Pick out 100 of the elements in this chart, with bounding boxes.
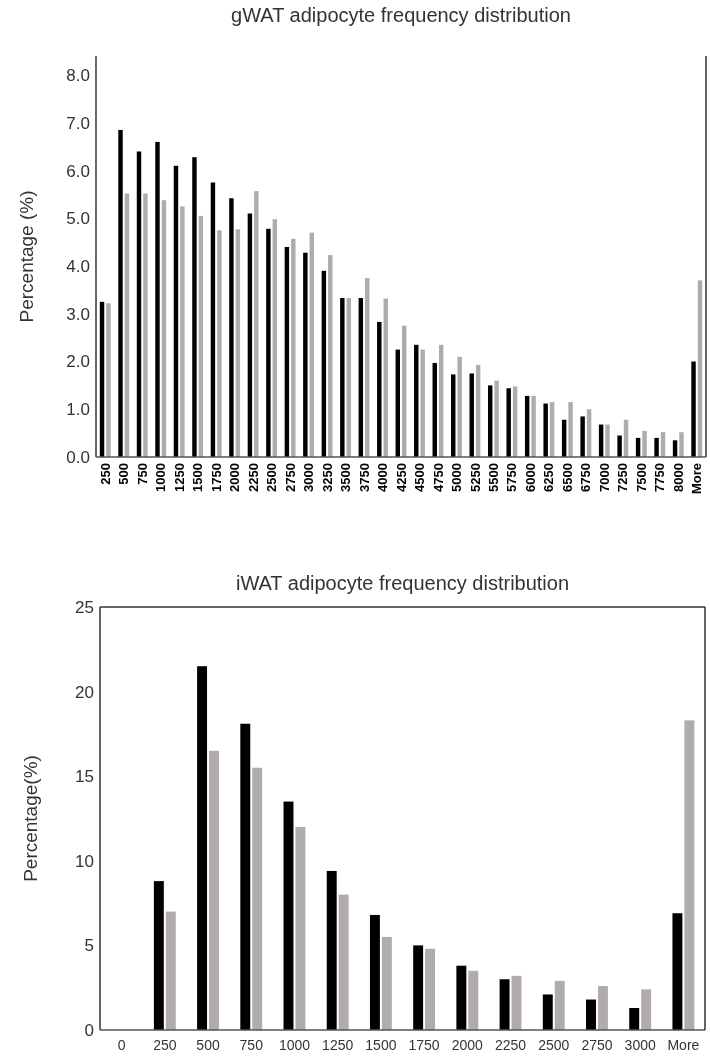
bar [580,416,585,457]
x-tick-label: More [689,463,705,495]
x-tick-label: 7750 [652,463,668,492]
bar [155,141,160,457]
bar [654,437,659,457]
y-tick-label: 3.0 [66,304,90,324]
x-tick-label: 1250 [171,463,187,492]
x-tick-label: 6750 [578,463,594,492]
bar [161,200,167,457]
y-tick-label: 25 [75,597,94,617]
bar [291,238,296,457]
bar [197,666,208,1030]
bar [365,277,370,457]
x-tick-label: 2000 [227,463,243,492]
bar [210,182,216,457]
x-tick-label: 7000 [596,463,612,492]
x-tick-label: 3750 [356,463,372,492]
y-axis-title: Percentage(%) [19,755,41,882]
bar [597,986,608,1030]
x-tick-label: 4000 [375,463,391,492]
bar [143,193,148,457]
bar [198,215,204,457]
x-tick-label: 3250 [319,463,335,492]
x-tick-label: 6000 [522,463,538,492]
bar [554,980,565,1030]
bar [506,388,511,457]
x-tick-label: 1000 [153,463,169,492]
bar [153,881,164,1030]
bar [346,298,351,457]
bar [672,913,683,1030]
bar [641,989,652,1030]
bar [192,157,197,457]
x-tick-label: 4750 [430,463,446,492]
y-axis-title: Percentage (%) [15,190,37,323]
x-tick-label: 2500 [538,1037,570,1053]
bar [456,965,467,1030]
bar [543,403,548,457]
y-tick-label: 20 [75,682,94,702]
bar [425,948,436,1030]
bar [468,970,479,1030]
bar [420,349,425,457]
bar [303,252,308,457]
x-tick-label: 1250 [322,1037,354,1053]
bar [321,270,327,457]
bar [457,356,462,457]
bar [180,206,185,457]
x-tick-label: 500 [196,1037,220,1053]
bar [358,298,364,457]
x-tick-label: 2250 [494,1037,527,1053]
bar [283,801,294,1030]
bar [691,361,696,457]
y-tick-label: 8.0 [66,66,90,86]
bar [247,213,253,457]
y-tick-label: 0 [84,1020,94,1040]
bar [99,301,105,457]
bar [328,255,333,457]
x-tick-label: 5250 [467,463,483,492]
bar [165,911,176,1030]
bar [284,246,290,457]
bar [586,999,596,1030]
x-tick-label: 250 [97,463,113,485]
bar [266,228,271,457]
y-tick-label: 4.0 [66,257,90,276]
y-tick-label: 0.0 [66,447,90,467]
bar [642,430,647,457]
chart-title: gWAT adipocyte frequency distribution [231,4,571,26]
y-tick-label: 5 [84,936,94,956]
bar [254,191,259,457]
bar [605,424,610,457]
bar [697,280,703,457]
x-tick-label: 250 [153,1037,177,1053]
y-tick-label: 1.0 [66,400,90,420]
bar [240,723,251,1030]
bar [252,767,263,1030]
y-tick-label: 5.0 [66,209,90,229]
bar [684,720,695,1030]
x-tick-label: 6250 [541,463,557,492]
x-tick-label: 8000 [670,463,686,492]
bar [377,321,382,457]
x-tick-label: 4500 [412,463,428,492]
bar [369,914,380,1030]
y-tick-label: 15 [75,767,94,787]
x-tick-label: 6500 [559,463,575,492]
bar [542,994,553,1030]
chart-title: iWAT adipocyte frequency distribution [235,572,570,594]
x-tick-label: 1500 [190,463,206,492]
bar [209,750,219,1030]
x-tick-label: 1000 [278,1037,311,1053]
x-tick-label: 5500 [485,463,501,492]
bar [217,230,222,457]
bar [235,229,241,457]
bar [272,219,278,457]
x-tick-label: 2750 [282,463,298,492]
bar [381,936,392,1030]
x-tick-label: 2000 [451,1037,484,1053]
x-tick-label: 1500 [365,1037,397,1053]
bar [494,380,499,457]
bar [326,870,337,1030]
x-tick-label: 3000 [301,463,317,492]
bar [531,395,536,457]
